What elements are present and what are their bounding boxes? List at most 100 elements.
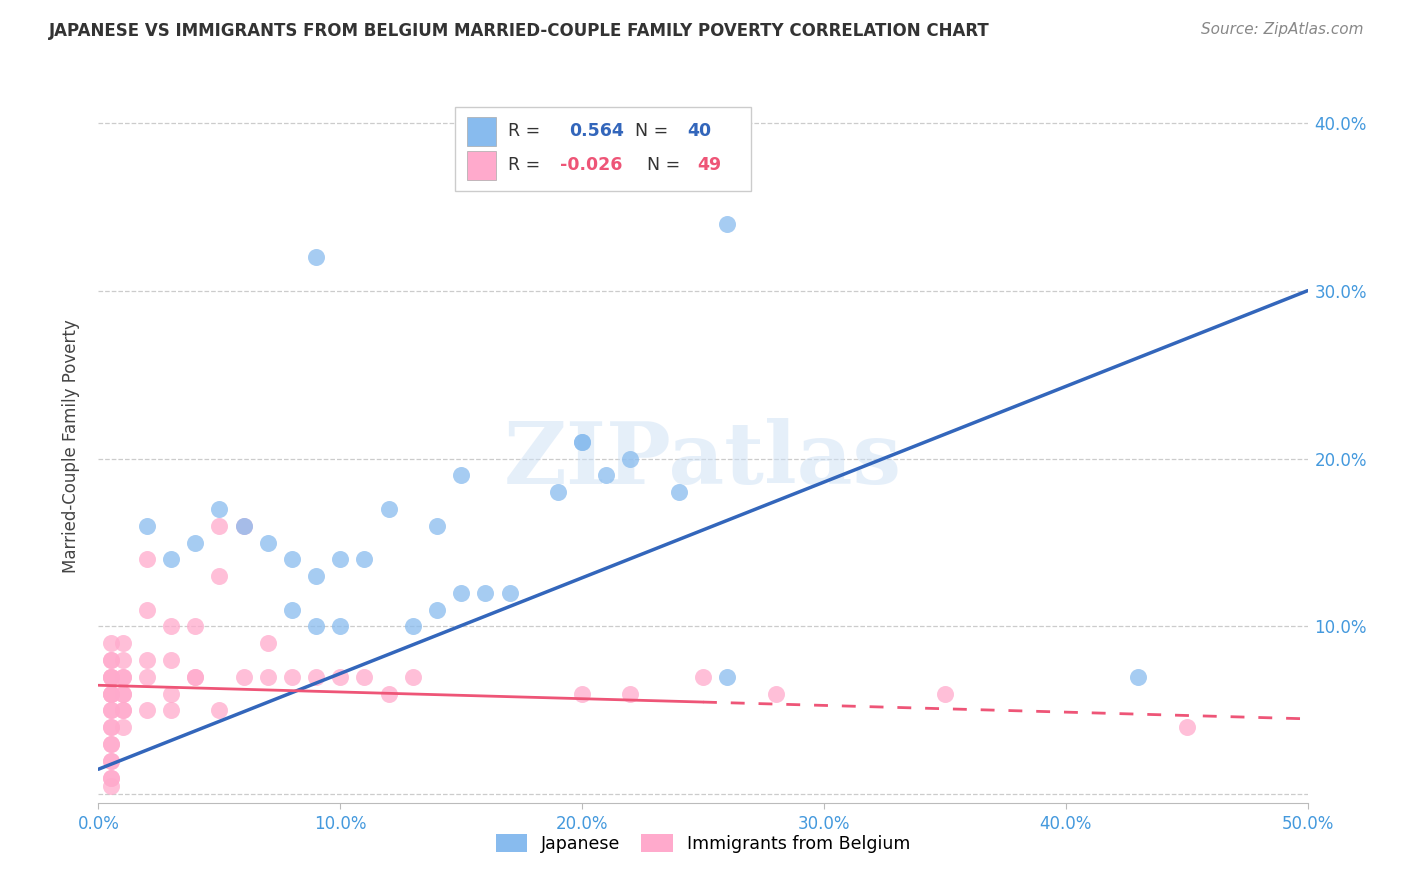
- Point: [111, 636, 134, 650]
- Point: [402, 619, 425, 633]
- Point: [450, 586, 472, 600]
- Point: [111, 720, 134, 734]
- Point: [100, 703, 122, 717]
- Y-axis label: Married-Couple Family Poverty: Married-Couple Family Poverty: [62, 319, 80, 573]
- Point: [232, 670, 254, 684]
- Point: [353, 552, 375, 566]
- Point: [100, 636, 122, 650]
- Point: [498, 586, 520, 600]
- Point: [100, 754, 122, 768]
- Text: 0.564: 0.564: [569, 121, 624, 139]
- Text: ZIPatlas: ZIPatlas: [503, 418, 903, 502]
- Point: [1175, 720, 1198, 734]
- Point: [100, 737, 122, 751]
- Point: [100, 653, 122, 667]
- Point: [547, 485, 569, 500]
- Point: [329, 670, 352, 684]
- Point: [100, 771, 122, 785]
- Point: [692, 670, 714, 684]
- Point: [571, 434, 593, 449]
- Point: [135, 518, 157, 533]
- Point: [208, 502, 231, 516]
- Point: [281, 603, 304, 617]
- Point: [426, 518, 449, 533]
- Legend: Japanese, Immigrants from Belgium: Japanese, Immigrants from Belgium: [488, 826, 918, 862]
- Point: [668, 485, 690, 500]
- Point: [184, 619, 207, 633]
- Text: 49: 49: [697, 156, 721, 174]
- Point: [305, 250, 328, 264]
- Text: 40: 40: [688, 121, 711, 139]
- Point: [208, 703, 231, 717]
- Point: [716, 670, 738, 684]
- Point: [100, 670, 122, 684]
- Point: [111, 670, 134, 684]
- Point: [160, 687, 183, 701]
- Point: [934, 687, 956, 701]
- Point: [100, 779, 122, 793]
- Point: [160, 653, 183, 667]
- Text: N =: N =: [637, 156, 686, 174]
- Point: [402, 670, 425, 684]
- Point: [571, 434, 593, 449]
- Text: -0.026: -0.026: [561, 156, 623, 174]
- Point: [619, 451, 641, 466]
- Point: [305, 619, 328, 633]
- Text: R =: R =: [509, 121, 551, 139]
- Point: [353, 670, 375, 684]
- Point: [111, 687, 134, 701]
- Point: [100, 720, 122, 734]
- Point: [595, 468, 617, 483]
- Point: [100, 687, 122, 701]
- Point: [450, 468, 472, 483]
- Point: [256, 535, 278, 549]
- Point: [426, 603, 449, 617]
- Point: [281, 552, 304, 566]
- Point: [184, 535, 207, 549]
- Point: [100, 670, 122, 684]
- Point: [716, 217, 738, 231]
- Point: [571, 687, 593, 701]
- Point: [474, 586, 496, 600]
- Point: [765, 687, 787, 701]
- Point: [184, 670, 207, 684]
- Point: [329, 619, 352, 633]
- Point: [256, 636, 278, 650]
- Point: [111, 670, 134, 684]
- Point: [100, 687, 122, 701]
- Point: [135, 552, 157, 566]
- Point: [111, 653, 134, 667]
- Point: [100, 720, 122, 734]
- Point: [329, 552, 352, 566]
- FancyBboxPatch shape: [467, 117, 496, 145]
- FancyBboxPatch shape: [456, 107, 751, 191]
- Text: Source: ZipAtlas.com: Source: ZipAtlas.com: [1201, 22, 1364, 37]
- Point: [160, 703, 183, 717]
- Point: [111, 687, 134, 701]
- Point: [100, 687, 122, 701]
- Point: [1128, 670, 1150, 684]
- Point: [135, 703, 157, 717]
- Point: [100, 653, 122, 667]
- Point: [160, 552, 183, 566]
- Point: [135, 603, 157, 617]
- Point: [135, 670, 157, 684]
- Point: [100, 670, 122, 684]
- Point: [281, 670, 304, 684]
- Point: [232, 518, 254, 533]
- Text: JAPANESE VS IMMIGRANTS FROM BELGIUM MARRIED-COUPLE FAMILY POVERTY CORRELATION CH: JAPANESE VS IMMIGRANTS FROM BELGIUM MARR…: [49, 22, 990, 40]
- Point: [208, 569, 231, 583]
- Point: [100, 754, 122, 768]
- Point: [619, 687, 641, 701]
- Text: R =: R =: [509, 156, 546, 174]
- Point: [111, 703, 134, 717]
- Point: [111, 703, 134, 717]
- Point: [100, 703, 122, 717]
- Point: [160, 619, 183, 633]
- Point: [184, 670, 207, 684]
- Point: [305, 569, 328, 583]
- FancyBboxPatch shape: [467, 152, 496, 180]
- Point: [377, 687, 399, 701]
- Point: [377, 502, 399, 516]
- Point: [208, 518, 231, 533]
